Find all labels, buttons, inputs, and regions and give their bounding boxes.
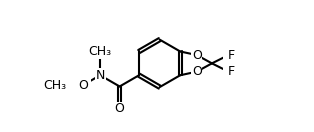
- Text: O: O: [192, 49, 202, 62]
- Text: O: O: [115, 102, 125, 115]
- Text: N: N: [95, 69, 105, 82]
- Text: F: F: [228, 65, 235, 78]
- Text: O: O: [192, 65, 202, 78]
- Text: O: O: [78, 79, 88, 92]
- Text: CH₃: CH₃: [43, 79, 66, 92]
- Text: CH₃: CH₃: [89, 45, 112, 58]
- Text: F: F: [228, 49, 235, 62]
